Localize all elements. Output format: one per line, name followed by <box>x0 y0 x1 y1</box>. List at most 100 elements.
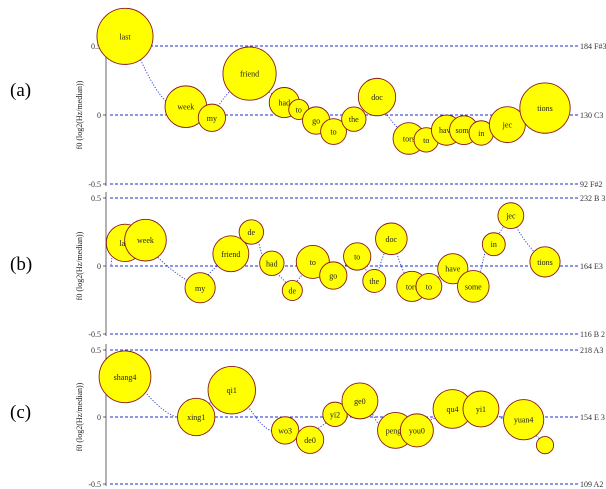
syllable-week: week <box>124 218 167 262</box>
syllable-yi2: yi2 <box>322 401 348 427</box>
syllable-bubble <box>362 269 387 293</box>
note-label: 154 E 3 <box>580 413 605 422</box>
syllable-label: to <box>330 128 336 137</box>
syllable-friend: friend <box>222 46 277 101</box>
syllable-you0: you0 <box>399 413 434 448</box>
syllable-bubble <box>319 261 348 290</box>
syllable-bubble <box>177 397 216 437</box>
syllable-label: had <box>266 259 278 268</box>
syllable-label: week <box>177 103 194 112</box>
syllable-label: friend <box>240 70 259 79</box>
syllable-label: de0 <box>304 436 316 445</box>
syllable-bubble <box>341 382 379 420</box>
syllable-tions: tions <box>529 246 561 278</box>
y-axis-label: f0 (log2(Hz/median)) <box>75 80 84 149</box>
syllable-label: go <box>312 117 320 126</box>
syllable-label: my <box>207 114 217 123</box>
syllable-label: yi1 <box>476 405 486 414</box>
syllable-label: in <box>491 240 497 249</box>
syllable-the: the <box>341 106 367 132</box>
syllable-bubble <box>529 246 561 278</box>
y-tick-label: -0.5 <box>88 480 101 489</box>
panel-label: (c) <box>10 402 31 423</box>
syllable-label: doc <box>386 235 398 244</box>
syllable-label: had <box>279 99 291 108</box>
syllable-to: to <box>415 273 443 300</box>
syllable-label: jec <box>502 121 513 130</box>
syllable-end <box>535 436 555 455</box>
syllable-bubble <box>457 270 490 303</box>
panel-2: (b) f0 (log2(Hz/median)) 0.5 232 B 3 0 164 E3… <box>10 192 605 339</box>
syllable-bubble <box>357 77 397 117</box>
panel-3: (c) f0 (log2(Hz/median)) 0.5 218 A3 0 154 E 3… <box>10 344 605 489</box>
syllable-label: wo3 <box>278 426 292 435</box>
syllable-bubble <box>375 222 408 256</box>
syllable-yi1: yi1 <box>462 390 500 428</box>
syllable-label: to <box>296 105 302 114</box>
syllable-label: week <box>137 236 154 245</box>
syllable-tions: tions <box>519 82 571 134</box>
y-tick-label: -0.5 <box>88 330 101 339</box>
syllable-bubble <box>322 401 348 427</box>
syllable-friend: friend <box>212 235 250 273</box>
syllable-xing1: xing1 <box>177 397 216 437</box>
syllable-my: my <box>197 103 226 132</box>
syllable-label: my <box>195 284 205 293</box>
syllable-bubble <box>488 106 526 144</box>
syllable-have: have <box>437 253 469 285</box>
syllable-had: had <box>259 250 285 276</box>
syllable-bubble <box>207 366 256 415</box>
y-tick-label: 0 <box>97 111 101 120</box>
syllable-bubble <box>96 7 154 65</box>
syllable-bubble <box>415 273 443 300</box>
syllable-in: in <box>481 232 506 257</box>
syllable-label: to <box>354 252 360 261</box>
syllable-de0: de0 <box>295 425 325 454</box>
syllable-bubble <box>437 253 469 285</box>
y-tick-label: 0 <box>97 262 101 271</box>
syllable-bubble <box>124 218 167 262</box>
syllable-yuan4: yuan4 <box>503 399 545 441</box>
syllable-bubble <box>320 118 347 145</box>
syllable-jec: jec <box>488 106 526 144</box>
syllable-bubble <box>271 416 300 445</box>
syllable-the: the <box>362 269 387 293</box>
syllable-shang4: shang4 <box>98 350 152 404</box>
syllable-label: ge0 <box>354 397 366 406</box>
syllable-my: my <box>184 272 216 304</box>
syllable-bubble <box>238 219 264 245</box>
syllable-bubble <box>462 390 500 428</box>
syllable-bubble <box>503 399 545 441</box>
syllable-bubble <box>184 272 216 304</box>
syllable-bubble <box>259 250 285 276</box>
syllable-label: have <box>439 126 455 135</box>
y-axis-label: f0 (log2(Hz/median)) <box>75 382 84 451</box>
syllable-qi1: qi1 <box>207 366 256 415</box>
syllable-label: the <box>369 277 379 286</box>
syllable-label: some <box>455 126 472 135</box>
syllable-de: de <box>281 279 303 301</box>
syllable-label: doc <box>371 93 383 102</box>
syllable-label: qu4 <box>446 405 458 414</box>
syllable-label: peng2 <box>386 426 406 435</box>
syllable-label: yi2 <box>330 410 340 419</box>
syllable-label: last <box>119 32 131 41</box>
syllable-some: some <box>457 270 490 303</box>
syllable-label: go <box>329 272 337 281</box>
syllable-label: in <box>478 129 484 138</box>
syllable-ge0: ge0 <box>341 382 379 420</box>
syllable-label: some <box>465 282 482 291</box>
y-axis-label: f0 (log2(Hz/median)) <box>75 231 84 300</box>
syllable-label: to <box>310 258 316 267</box>
syllable-bubble <box>341 106 367 132</box>
y-tick-label: 0 <box>97 413 101 422</box>
syllable-label: shang4 <box>114 373 137 382</box>
syllable-label: friend <box>221 250 240 259</box>
note-label: 92 F#2 <box>580 180 602 189</box>
syllable-label: xing1 <box>187 413 205 422</box>
syllable-bubble <box>535 436 555 455</box>
syllable-label: qi1 <box>227 386 237 395</box>
note-label: 184 F#3 <box>580 42 606 51</box>
syllable-label: jec <box>505 212 516 221</box>
